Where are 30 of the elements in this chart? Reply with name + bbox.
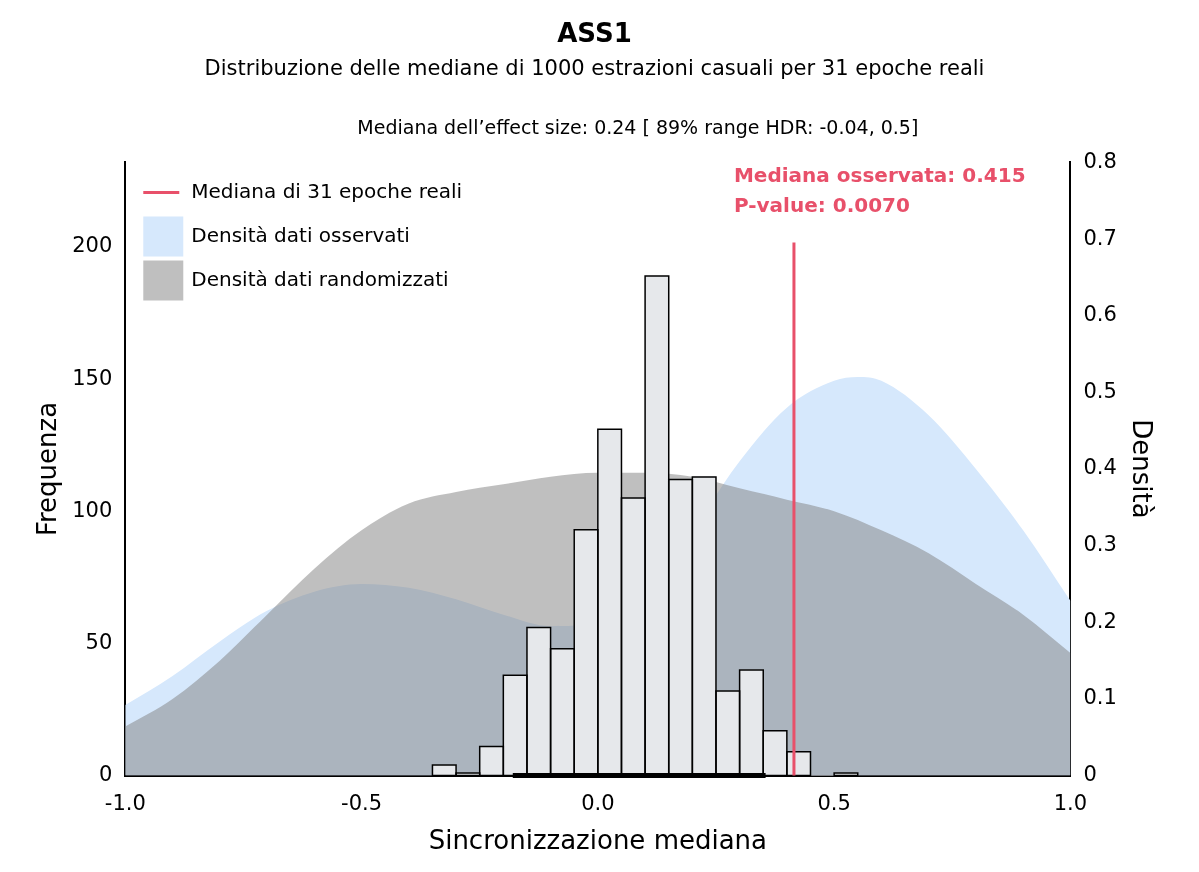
legend-label: Densità dati osservati <box>191 222 410 247</box>
y2-tick-label: 0 <box>1083 762 1097 787</box>
x-tick-label: 0.0 <box>581 790 615 815</box>
x-tick-label: 1.0 <box>1053 790 1088 815</box>
y2-tick-label: 0.1 <box>1083 685 1117 710</box>
y2-tick-label: 0.6 <box>1083 302 1117 327</box>
chart-subtitle: Distribuzione delle mediane di 1000 estrazioni casuali per 31 epoche reali <box>204 56 985 81</box>
legend-label: Mediana di 31 epoche reali <box>191 178 463 203</box>
y2-tick-label: 0.8 <box>1083 148 1117 173</box>
y2-tick-label: 0.7 <box>1083 225 1117 250</box>
y-axis-title: Frequenza <box>32 401 63 537</box>
y-tick-label: 200 <box>72 233 113 258</box>
annotation: P-value: 0.0070 <box>733 193 910 218</box>
x-tick-label: -0.5 <box>341 790 383 815</box>
y-tick-label: 150 <box>72 365 113 390</box>
x-axis-title: Sincronizzazione mediana <box>428 825 768 856</box>
x-tick-label: -1.0 <box>104 790 146 815</box>
y-tick-label: 0 <box>98 762 113 787</box>
y2-tick-label: 0.4 <box>1083 455 1117 480</box>
y-tick-label: 50 <box>85 629 113 654</box>
legend-label: Densità dati randomizzati <box>191 266 449 291</box>
annotation: Mediana osservata: 0.415 <box>733 163 1026 188</box>
x-tick-label: 0.5 <box>817 790 851 815</box>
y-tick-label: 100 <box>72 497 113 522</box>
y2-axis-title: Densità <box>1126 419 1157 519</box>
text: Mediana dell’effect size: 0.24 [ 89% range HDR: -0.04, 0.5] <box>357 116 919 139</box>
chart-title: ASS1 <box>557 18 632 49</box>
y2-tick-label: 0.3 <box>1083 532 1117 557</box>
y2-tick-label: 0.2 <box>1083 608 1117 633</box>
y2-tick-label: 0.5 <box>1083 378 1117 403</box>
